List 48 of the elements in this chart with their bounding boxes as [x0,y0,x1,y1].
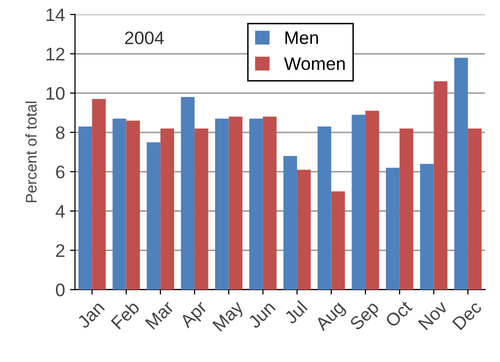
bar [180,97,195,290]
x-tick-label: Nov [418,300,448,330]
bar [386,168,400,290]
bar [215,118,229,290]
bar [228,116,242,290]
y-tick-label: 0 [56,284,65,296]
bar [454,58,468,290]
x-tick-label: Sep [349,300,382,334]
y-tick-label: 8 [56,126,64,140]
bar [146,142,160,290]
bar [283,156,298,290]
bar [249,118,263,290]
bar [160,128,174,290]
x-tick-label: Feb [110,300,140,330]
bar [434,81,448,290]
bar [262,116,277,290]
y-tick-label: 10 [46,87,65,100]
x-tick-label: Oct [384,300,413,328]
bar [92,98,106,290]
legend-label: Men [285,31,318,44]
x-tick-label: Jun [247,300,276,330]
x-tick-label: Aug [314,300,348,334]
x-tick-label: Jan [76,300,105,330]
bar [78,126,92,290]
bar [318,126,332,290]
bar [365,110,380,290]
bar [331,191,345,290]
x-tick-label: Jul [283,300,308,325]
legend-label: Women [284,57,345,70]
bar [194,128,208,290]
bar [400,128,414,290]
annotation: 2004 [125,31,164,44]
x-tick-label: May [212,300,247,334]
bar [468,128,482,290]
y-axis-title: Percent of total [25,102,37,202]
bar [126,120,140,290]
y-tick-label: 2 [56,244,64,257]
y-tick-label: 12 [46,48,64,60]
x-tick-label: Mar [144,300,175,330]
y-tick-label: 14 [46,8,65,22]
bar [352,114,366,290]
y-tick-label: 4 [56,205,65,218]
y-tick-label: 6 [56,166,64,178]
x-tick-label: Dec [452,300,482,330]
bar [420,164,434,290]
x-tick-label: Apr [179,300,210,332]
bar [112,118,126,290]
bar [297,170,311,290]
